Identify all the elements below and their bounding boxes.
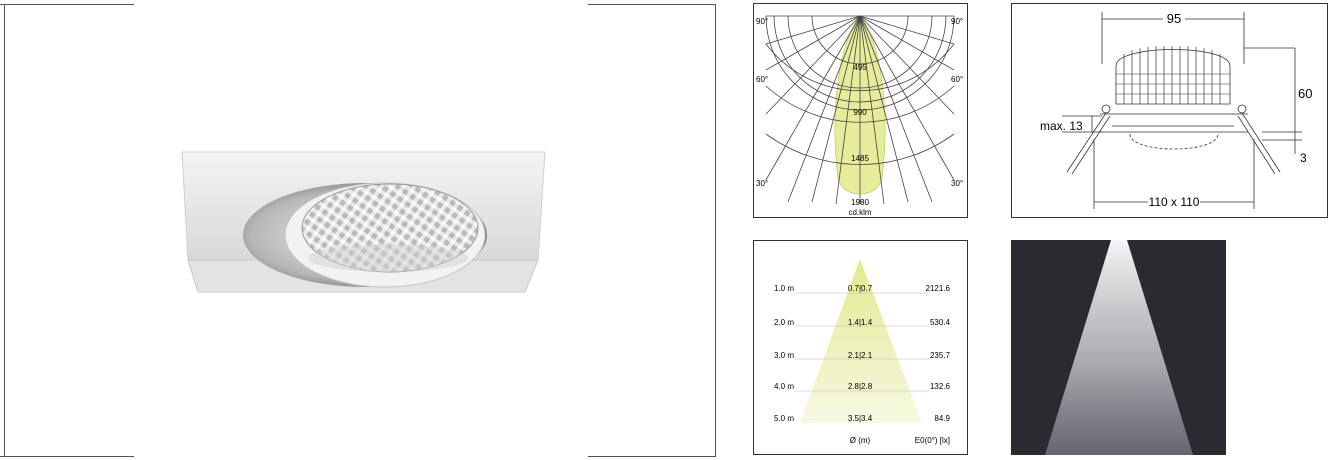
diameter-value: 2.8|2.8 [848, 382, 873, 391]
bezel-label: 3 [1300, 151, 1307, 165]
illuminance-cone-panel: 1.0 m 0.7|0.7 2121.6 2.0 m 1.4|1.4 530.4… [753, 240, 968, 455]
angle-label: 30° [951, 179, 963, 188]
lux-value: 84.9 [934, 414, 950, 423]
ring-label: 990 [853, 108, 867, 117]
polar-distribution-panel: 90° 60° 30° 90° 60° 30° 495 990 1485 198… [753, 3, 968, 218]
dimension-drawing-panel: 95 60 max. 13 3 110 x 110 [1011, 3, 1328, 218]
diameter-value: 1.4|1.4 [848, 318, 873, 327]
frame-line [0, 456, 134, 457]
angle-label: 30° [756, 179, 768, 188]
frame-line [588, 456, 716, 457]
ring-label: 1980 [851, 198, 869, 207]
angle-label: 60° [756, 75, 768, 84]
product-photo [181, 151, 546, 293]
distance-label: 1.0 m [774, 284, 794, 293]
polar-diagram: 90° 60° 30° 90° 60° 30° 495 990 1485 198… [756, 15, 963, 217]
distance-label: 5.0 m [774, 414, 794, 423]
unit-label: cd.klm [848, 208, 871, 217]
beam-rendering [1045, 240, 1193, 455]
diameter-value: 3.5|3.4 [848, 414, 873, 423]
frame-line [0, 4, 134, 5]
polar-grid [765, 15, 955, 205]
ring-label: 1485 [851, 154, 869, 163]
lux-value: 530.4 [930, 318, 951, 327]
illuminance-cone: 1.0 m 0.7|0.7 2121.6 2.0 m 1.4|1.4 530.4… [774, 259, 951, 445]
ring-label: 495 [853, 63, 867, 72]
light-beam [1045, 240, 1193, 455]
diameter-value: 0.7|0.7 [848, 284, 873, 293]
max-depth-label: max. 13 [1040, 119, 1083, 133]
frame-line [715, 4, 716, 456]
angle-label: 90° [756, 17, 768, 26]
dimension-drawing: 95 60 max. 13 3 110 x 110 [1040, 11, 1312, 209]
lux-value: 2121.6 [926, 284, 951, 293]
frame-line [588, 4, 716, 5]
distance-label: 3.0 m [774, 351, 794, 360]
cutout-dimension-label: 110 x 110 [1149, 195, 1200, 209]
lux-column-label: E0(0°) [lx] [915, 436, 950, 445]
light-cone [800, 259, 922, 423]
distance-label: 4.0 m [774, 382, 794, 391]
angle-label: 60° [951, 75, 963, 84]
angle-label: 90° [951, 17, 963, 26]
diameter-value: 2.1|2.1 [848, 351, 873, 360]
frame-line [4, 4, 5, 456]
width-dimension-label: 95 [1167, 11, 1181, 26]
lux-value: 132.6 [930, 382, 951, 391]
height-dimension-label: 60 [1298, 86, 1312, 101]
lux-value: 235.7 [930, 351, 951, 360]
beam-rendering-panel [1011, 240, 1226, 455]
distance-label: 2.0 m [774, 318, 794, 327]
diameter-column-label: Ø (m) [850, 436, 871, 445]
